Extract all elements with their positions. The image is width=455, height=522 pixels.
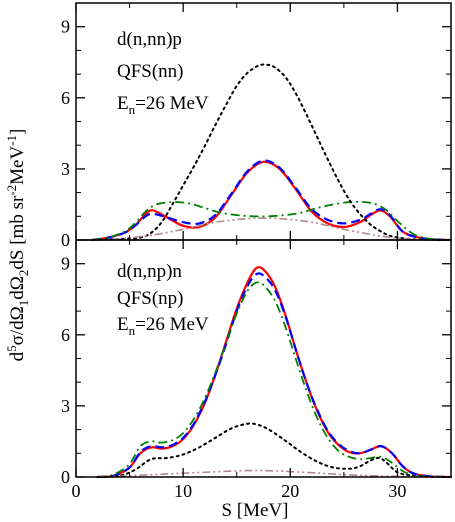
y-tick-label-bottom-6: 6	[61, 325, 70, 345]
energy-value-top: =26 MeV	[135, 93, 209, 114]
x-tick-label-bottom-10: 10	[174, 481, 192, 501]
y-title-sup-minus2: -2	[4, 185, 19, 196]
panel-top-nn-qfs: 0 3 6 9	[61, 2, 452, 250]
x-tick-label-bottom-30: 30	[388, 481, 406, 501]
energy-label-bottom: En=26 MeV	[117, 314, 209, 338]
y-tick-label-top-3: 3	[61, 159, 70, 179]
x-tick-label-bottom-0: 0	[72, 481, 81, 501]
reaction-label-bottom: d(n,np)n	[117, 261, 182, 282]
y-title-sub-1: 1	[16, 300, 31, 307]
energy-symbol-top: E	[117, 93, 129, 114]
series-line-top-dash-dot	[91, 200, 452, 241]
y-tick-label-top-9: 9	[61, 17, 70, 37]
energy-symbol-bottom: E	[117, 314, 129, 335]
y-tick-label-bottom-9: 9	[61, 254, 70, 274]
series-line-top-dotted	[91, 63, 452, 241]
series-line-bottom-dashed	[97, 272, 452, 479]
y-title-sub-2: 2	[16, 270, 31, 277]
y-title-part-d: d	[7, 351, 28, 361]
config-label-bottom: QFS(np)	[117, 288, 184, 309]
series-line-bottom-dotted	[96, 422, 452, 478]
series-line-top-solid	[91, 160, 452, 242]
series-line-bottom-dash-dot	[97, 281, 452, 478]
series-line-top-dash-dot-dot	[92, 217, 452, 241]
x-axis-title: S [MeV]	[221, 500, 288, 521]
series-line-top-dashed	[91, 159, 452, 242]
y-tick-label-bottom-0: 0	[61, 467, 70, 487]
x-tick-label-bottom-20: 20	[281, 481, 299, 501]
energy-subscript-bottom: n	[129, 323, 136, 338]
y-title-sup-5: 5	[4, 345, 19, 352]
energy-label-top: En=26 MeV	[117, 93, 209, 117]
y-tick-label-top-0: 0	[61, 230, 70, 250]
y-title-part-mev: MeV	[7, 146, 28, 185]
y-title-sup-minus1: -1	[4, 135, 19, 146]
panel-bottom-np-qfs: 0 3 6 9 0 10 20 30	[61, 239, 452, 501]
energy-value-bottom: =26 MeV	[135, 314, 209, 335]
config-label-top: QFS(nn)	[117, 61, 184, 82]
y-title-part-sigma: σ/dΩ	[7, 306, 28, 345]
y-tick-label-top-6: 6	[61, 88, 70, 108]
energy-subscript-top: n	[129, 102, 136, 117]
series-line-bottom-dash-dot-dot	[97, 469, 452, 478]
y-axis-title: d5σ/dΩ1dΩ2dS [mb sr-2MeV-1]	[4, 129, 31, 362]
y-tick-label-bottom-3: 3	[61, 396, 70, 416]
y-title-part-units: dS [mb sr	[7, 195, 28, 270]
y-title-part-omega2: dΩ	[7, 276, 28, 300]
y-title-close-bracket: ]	[7, 129, 28, 135]
reaction-label-top: d(n,nn)p	[117, 29, 182, 50]
